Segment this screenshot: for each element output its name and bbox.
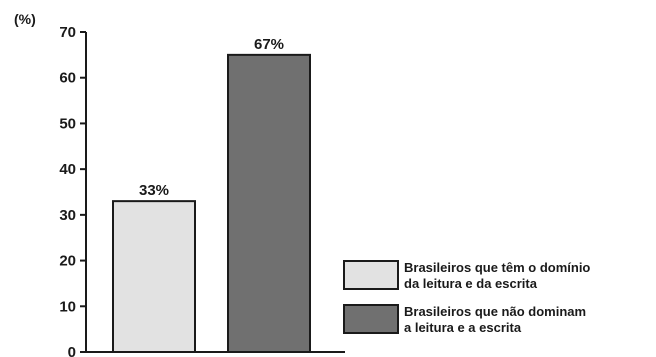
bar-1-value-label: 33% [139,182,169,199]
y-tick-label: 20 [59,253,76,270]
legend-label-2-line-2: a leitura e a escrita [404,320,522,335]
data-labels: 33% 67% [139,36,284,199]
legend-label-1-line-1: Brasileiros que têm o domínio [404,260,590,275]
y-tick-label: 70 [59,24,76,41]
bar-2 [227,53,311,353]
y-tick-label: 0 [68,344,76,357]
bar-1 [112,200,196,353]
bar-2-value-label: 67% [254,36,284,53]
y-axis-unit-label: (%) [14,11,36,27]
y-tick-label: 10 [59,298,76,315]
bars [112,53,311,353]
legend-label-1-line-2: da leitura e da escrita [404,276,538,291]
legend-label-2-line-1: Brasileiros que não dominam [404,304,586,319]
y-axis-ticks: 0 10 20 30 40 50 60 70 [59,24,86,357]
y-tick-label: 60 [59,70,76,87]
y-tick-label: 30 [59,207,76,224]
y-tick-label: 50 [59,115,76,132]
y-tick-label: 40 [59,161,76,178]
legend-swatch-2 [343,304,399,334]
legend-swatch-1 [343,260,399,290]
